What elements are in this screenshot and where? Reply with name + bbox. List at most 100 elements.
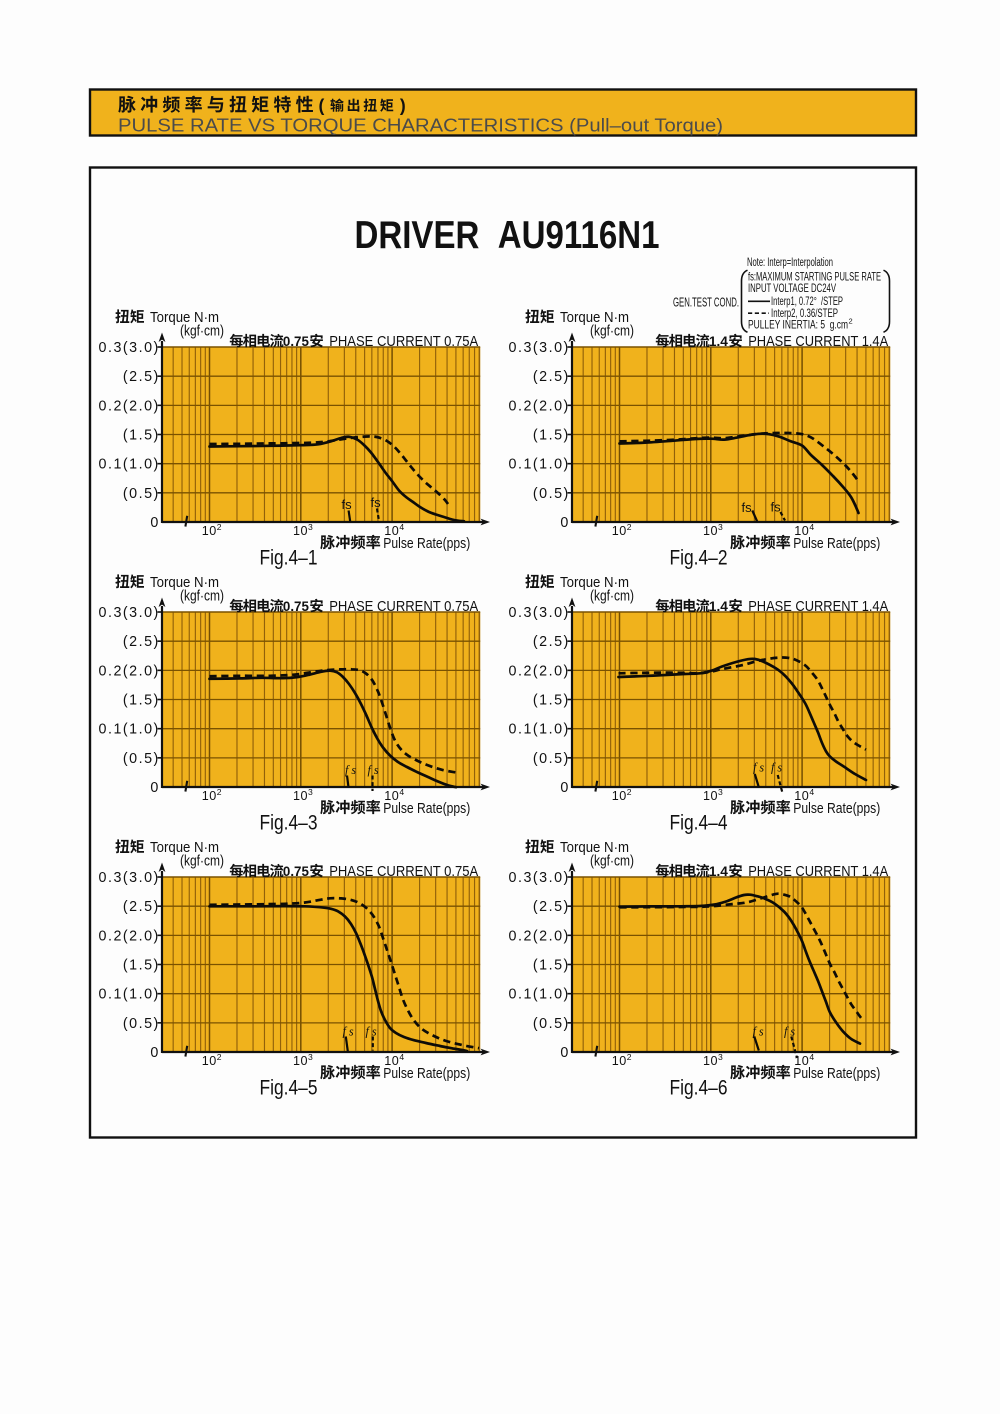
svg-text:104: 104 (384, 1052, 404, 1068)
svg-text:f s: f s (784, 1025, 795, 1039)
svg-text:(1.5): (1.5) (123, 958, 160, 974)
svg-text:(0.5): (0.5) (123, 486, 160, 502)
svg-text:f s: f s (366, 1025, 377, 1039)
svg-text:Fig.4–3: Fig.4–3 (260, 811, 318, 835)
svg-text:102: 102 (202, 1052, 222, 1068)
svg-text:(: ( (319, 96, 325, 116)
svg-text:0: 0 (150, 515, 159, 531)
svg-text:102: 102 (202, 787, 222, 803)
svg-text:Torque N·m: Torque N·m (150, 839, 219, 856)
svg-text:104: 104 (384, 787, 404, 803)
svg-text:0.1(1.0): 0.1(1.0) (99, 457, 160, 473)
svg-text:0.3(3.0): 0.3(3.0) (509, 340, 570, 356)
svg-text:fs:MAXIMUM STARTING PULSE RATE: fs:MAXIMUM STARTING PULSE RATE (748, 270, 881, 284)
svg-text:INPUT VOLTAGE DC24V: INPUT VOLTAGE DC24V (748, 281, 836, 295)
svg-text:Fig.4–6: Fig.4–6 (670, 1076, 728, 1100)
svg-text:Interp1, 0.72° /STEP: Interp1, 0.72° /STEP (771, 294, 843, 308)
svg-text:PULSE RATE VS TORQUE CHARACTER: PULSE RATE VS TORQUE CHARACTERISTICS (Pu… (118, 115, 723, 136)
svg-text:Pulse Rate(pps): Pulse Rate(pps) (383, 800, 470, 817)
svg-text:102: 102 (612, 1052, 632, 1068)
svg-text:103: 103 (293, 1052, 313, 1068)
svg-text:Pulse Rate(pps): Pulse Rate(pps) (383, 535, 470, 552)
svg-text:DRIVER AU9116N1: DRIVER AU9116N1 (355, 214, 660, 257)
svg-text:Pulse Rate(pps): Pulse Rate(pps) (793, 535, 880, 552)
svg-text:0.75: 0.75 (283, 599, 309, 614)
svg-text:Fig.4–1: Fig.4–1 (260, 546, 318, 570)
svg-text:0.2(2.0): 0.2(2.0) (99, 663, 160, 679)
svg-text:(kgf·cm): (kgf·cm) (180, 324, 224, 340)
svg-text:103: 103 (703, 522, 723, 538)
svg-text:Torque N·m: Torque N·m (150, 574, 219, 591)
svg-text:f s: f s (345, 763, 356, 777)
svg-text:(1.5): (1.5) (533, 428, 570, 444)
svg-text:102: 102 (202, 522, 222, 538)
svg-text:103: 103 (703, 1052, 723, 1068)
svg-text:PULLEY INERTIA: 5 g.cm: PULLEY INERTIA: 5 g.cm (748, 318, 848, 332)
svg-text:Torque N·m: Torque N·m (150, 309, 219, 326)
svg-text:0.1(1.0): 0.1(1.0) (99, 987, 160, 1003)
svg-text:0.2(2.0): 0.2(2.0) (99, 398, 160, 414)
svg-text:Interp2, 0.36/STEP: Interp2, 0.36/STEP (771, 306, 838, 320)
svg-text:0.3(3.0): 0.3(3.0) (99, 605, 160, 621)
svg-text:(kgf·cm): (kgf·cm) (590, 854, 634, 870)
svg-text:0: 0 (150, 1045, 159, 1061)
svg-text:0.1(1.0): 0.1(1.0) (509, 987, 570, 1003)
svg-text:f s: f s (753, 1025, 764, 1039)
svg-text:PHASE CURRENT 1.4A: PHASE CURRENT 1.4A (748, 598, 888, 615)
svg-text:(1.5): (1.5) (533, 693, 570, 709)
svg-text:104: 104 (794, 522, 814, 538)
svg-text:Fig.4–5: Fig.4–5 (260, 1076, 318, 1100)
svg-text:(0.5): (0.5) (533, 1016, 570, 1032)
svg-text:0: 0 (560, 780, 569, 796)
svg-text:(2.5): (2.5) (533, 369, 570, 385)
svg-text:fs: fs (342, 497, 353, 512)
svg-text:(0.5): (0.5) (123, 751, 160, 767)
svg-text:f s: f s (368, 763, 379, 777)
svg-text:104: 104 (384, 522, 404, 538)
svg-text:(kgf·cm): (kgf·cm) (590, 324, 634, 340)
svg-text:PHASE CURRENT 0.75A: PHASE CURRENT 0.75A (329, 598, 478, 615)
svg-text:(2.5): (2.5) (123, 899, 160, 915)
svg-text:(2.5): (2.5) (123, 634, 160, 650)
svg-text:Note: Interp=Interpolation: Note: Interp=Interpolation (747, 257, 833, 269)
svg-text:(1.5): (1.5) (123, 428, 160, 444)
svg-text:(0.5): (0.5) (533, 486, 570, 502)
svg-text:(2.5): (2.5) (123, 369, 160, 385)
svg-text:0: 0 (560, 1045, 569, 1061)
svg-text:1.4: 1.4 (709, 334, 728, 349)
svg-text:Pulse Rate(pps): Pulse Rate(pps) (383, 1065, 470, 1082)
svg-text:0.1(1.0): 0.1(1.0) (509, 457, 570, 473)
svg-text:0.75: 0.75 (283, 864, 309, 879)
svg-text:(2.5): (2.5) (533, 634, 570, 650)
svg-text:103: 103 (293, 522, 313, 538)
svg-text:Torque N·m: Torque N·m (560, 574, 629, 591)
svg-text:): ) (400, 96, 406, 116)
svg-text:(1.5): (1.5) (123, 693, 160, 709)
svg-text:103: 103 (703, 787, 723, 803)
svg-text:f s: f s (753, 761, 764, 775)
svg-text:PHASE CURRENT 0.75A: PHASE CURRENT 0.75A (329, 333, 478, 350)
svg-text:0: 0 (560, 515, 569, 531)
svg-text:PHASE CURRENT 1.4A: PHASE CURRENT 1.4A (748, 863, 888, 880)
svg-text:2: 2 (849, 317, 853, 326)
svg-text:102: 102 (612, 522, 632, 538)
svg-text:104: 104 (794, 1052, 814, 1068)
svg-text:(0.5): (0.5) (533, 751, 570, 767)
svg-text:1.4: 1.4 (709, 864, 728, 879)
svg-text:0.75: 0.75 (283, 334, 309, 349)
svg-text:Fig.4–4: Fig.4–4 (670, 811, 728, 835)
svg-text:PHASE CURRENT 1.4A: PHASE CURRENT 1.4A (748, 333, 888, 350)
svg-text:(1.5): (1.5) (533, 958, 570, 974)
svg-text:0.3(3.0): 0.3(3.0) (99, 870, 160, 886)
svg-text:fs: fs (371, 495, 382, 510)
svg-text:0.2(2.0): 0.2(2.0) (509, 398, 570, 414)
svg-text:Fig.4–2: Fig.4–2 (670, 546, 728, 570)
svg-text:1.4: 1.4 (709, 599, 728, 614)
svg-text:fs: fs (771, 500, 782, 515)
svg-text:0.1(1.0): 0.1(1.0) (509, 722, 570, 738)
svg-text:0.3(3.0): 0.3(3.0) (509, 605, 570, 621)
svg-text:(kgf·cm): (kgf·cm) (180, 589, 224, 605)
svg-text:0.2(2.0): 0.2(2.0) (509, 663, 570, 679)
svg-text:0.2(2.0): 0.2(2.0) (99, 928, 160, 944)
svg-text:(kgf·cm): (kgf·cm) (590, 589, 634, 605)
